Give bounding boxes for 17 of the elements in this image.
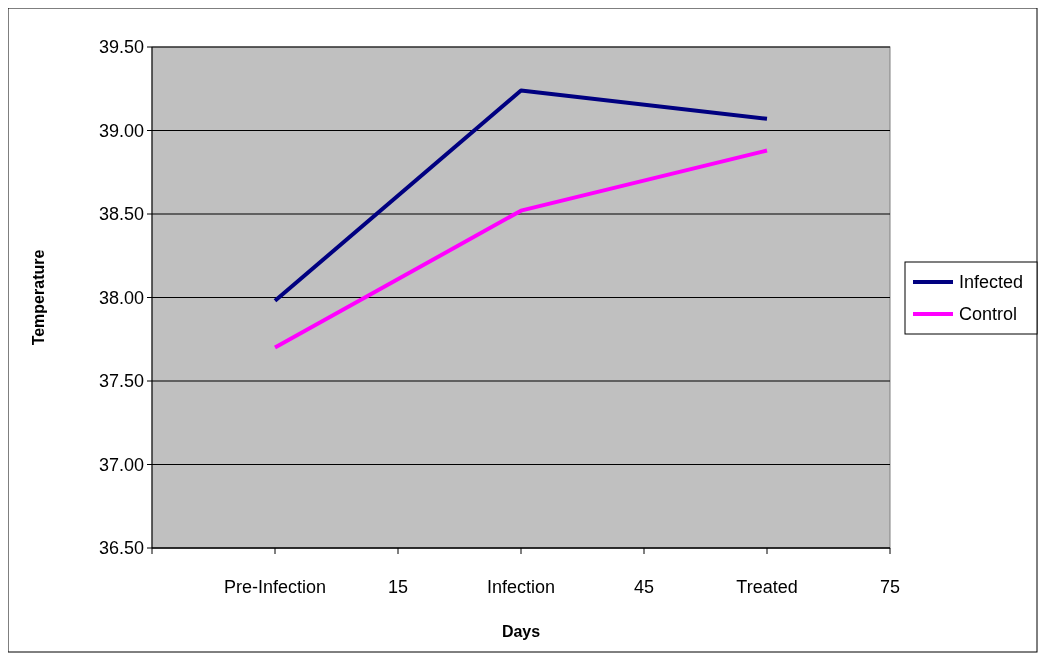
x-tick-label: 45 xyxy=(633,577,655,597)
y-tick-label: 38.00 xyxy=(98,287,144,308)
y-tick-label: 39.00 xyxy=(98,120,144,141)
legend-label: Control xyxy=(959,304,1018,325)
x-tick-label: Treated xyxy=(736,577,798,597)
y-tick-label: 39.50 xyxy=(98,37,144,58)
y-tick-label: 38.50 xyxy=(98,204,144,225)
x-tick-label: 15 xyxy=(387,577,409,597)
y-tick-label: 37.00 xyxy=(98,454,144,475)
y-tick-label: 36.50 xyxy=(98,538,144,559)
y-axis-title: Temperature xyxy=(30,249,47,346)
x-axis-title: Days xyxy=(501,623,541,640)
x-tick-label: 75 xyxy=(879,577,901,597)
legend-label: Infected xyxy=(959,272,1024,293)
x-tick-label: Infection xyxy=(486,577,556,597)
y-tick-label: 37.50 xyxy=(98,371,144,392)
x-tick-label: Pre-Infection xyxy=(223,577,327,597)
